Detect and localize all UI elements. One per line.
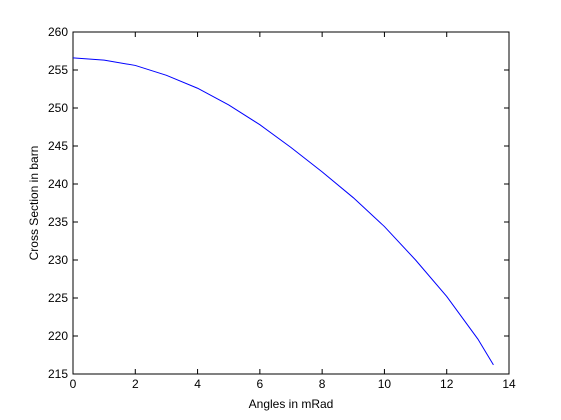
plot-frame (72, 31, 510, 375)
y-tick-label: 225 (48, 291, 68, 305)
y-tick-label: 235 (48, 215, 68, 229)
y-tick-label: 230 (48, 253, 68, 267)
data-line (72, 57, 494, 366)
x-axis-label: Angles in mRad (249, 397, 334, 411)
y-axis-label: Cross Section in barn (27, 146, 41, 261)
x-tick-label: 14 (502, 377, 516, 391)
y-tick-label: 215 (48, 367, 68, 381)
y-tick-label: 260 (48, 25, 68, 39)
y-tick-label: 245 (48, 139, 68, 153)
x-tick-label: 0 (70, 377, 77, 391)
x-tick-label: 12 (440, 377, 454, 391)
y-tick-label: 250 (48, 101, 68, 115)
x-tick-label: 8 (319, 377, 326, 391)
x-tick-label: 2 (132, 377, 139, 391)
y-tick-label: 220 (48, 329, 68, 343)
y-tick-label: 240 (48, 177, 68, 191)
x-tick-label: 6 (257, 377, 264, 391)
y-tick-label: 255 (48, 63, 68, 77)
x-tick-label: 4 (194, 377, 201, 391)
x-tick-label: 10 (378, 377, 392, 391)
